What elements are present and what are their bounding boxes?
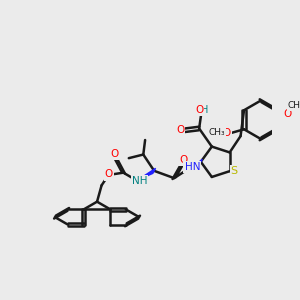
Text: S: S [231,166,238,176]
Text: NH: NH [132,176,147,186]
Polygon shape [138,168,156,180]
Text: CH₃: CH₃ [288,101,300,110]
Text: O: O [195,105,203,115]
Text: O: O [284,109,292,119]
Text: O: O [223,128,231,138]
Text: O: O [176,125,184,135]
Polygon shape [190,159,202,169]
Text: O: O [179,155,187,165]
Text: H: H [201,105,208,115]
Text: O: O [105,169,113,179]
Text: O: O [110,148,118,159]
Text: CH₃: CH₃ [208,128,225,137]
Text: HN: HN [184,162,200,172]
